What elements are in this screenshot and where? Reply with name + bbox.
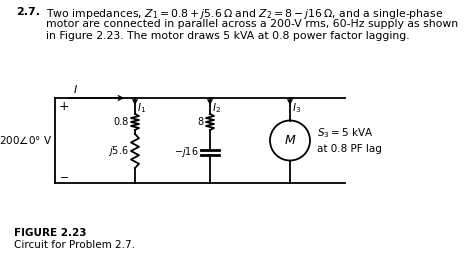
- Text: FIGURE 2.23: FIGURE 2.23: [14, 228, 86, 238]
- Text: $M$: $M$: [284, 134, 296, 147]
- Text: 8: 8: [198, 117, 204, 127]
- Text: in Figure 2.23. The motor draws 5 kVA at 0.8 power factor lagging.: in Figure 2.23. The motor draws 5 kVA at…: [46, 31, 410, 41]
- Text: $-j16$: $-j16$: [174, 145, 199, 159]
- Text: motor are connected in parallel across a 200-V rms, 60-Hz supply as shown: motor are connected in parallel across a…: [46, 19, 458, 29]
- Text: 0.8: 0.8: [114, 117, 129, 127]
- Text: $I_1$: $I_1$: [137, 101, 146, 115]
- Text: $200\angle 0°$ V: $200\angle 0°$ V: [0, 134, 52, 146]
- Text: $I_2$: $I_2$: [212, 101, 221, 115]
- Text: $I_3$: $I_3$: [292, 101, 301, 115]
- Text: 2.7.: 2.7.: [16, 7, 40, 17]
- Text: Circuit for Problem 2.7.: Circuit for Problem 2.7.: [14, 240, 135, 250]
- Text: $j5.6$: $j5.6$: [109, 144, 129, 158]
- Text: $S_3 = 5$ kVA: $S_3 = 5$ kVA: [317, 127, 373, 140]
- Text: Two impedances, $Z_1 = 0.8+j5.6\,\Omega$ and $Z_2 = 8-j16\,\Omega$, and a single: Two impedances, $Z_1 = 0.8+j5.6\,\Omega$…: [46, 7, 443, 21]
- Text: $-$: $-$: [59, 171, 69, 181]
- Text: +: +: [59, 100, 70, 113]
- Text: at 0.8 PF lag: at 0.8 PF lag: [317, 143, 382, 153]
- Text: $I$: $I$: [73, 83, 78, 95]
